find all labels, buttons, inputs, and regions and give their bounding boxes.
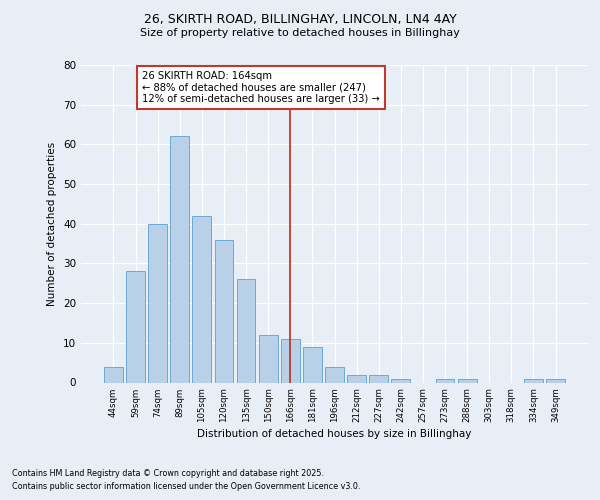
Bar xyxy=(236,280,256,382)
Text: 26 SKIRTH ROAD: 164sqm
← 88% of detached houses are smaller (247)
12% of semi-de: 26 SKIRTH ROAD: 164sqm ← 88% of detached… xyxy=(142,71,380,104)
Y-axis label: Number of detached properties: Number of detached properties xyxy=(47,142,58,306)
Bar xyxy=(104,366,123,382)
Bar xyxy=(303,347,322,382)
Text: 26, SKIRTH ROAD, BILLINGHAY, LINCOLN, LN4 4AY: 26, SKIRTH ROAD, BILLINGHAY, LINCOLN, LN… xyxy=(143,12,457,26)
X-axis label: Distribution of detached houses by size in Billinghay: Distribution of detached houses by size … xyxy=(197,429,472,439)
Bar xyxy=(170,136,189,382)
Bar xyxy=(215,240,233,382)
Bar xyxy=(391,378,410,382)
Bar xyxy=(546,378,565,382)
Bar xyxy=(436,378,454,382)
Bar xyxy=(458,378,476,382)
Bar xyxy=(148,224,167,382)
Bar xyxy=(347,374,366,382)
Bar xyxy=(370,374,388,382)
Bar xyxy=(281,339,299,382)
Bar xyxy=(259,335,278,382)
Bar xyxy=(126,272,145,382)
Text: Contains public sector information licensed under the Open Government Licence v3: Contains public sector information licen… xyxy=(12,482,361,491)
Text: Size of property relative to detached houses in Billinghay: Size of property relative to detached ho… xyxy=(140,28,460,38)
Bar xyxy=(524,378,543,382)
Text: Contains HM Land Registry data © Crown copyright and database right 2025.: Contains HM Land Registry data © Crown c… xyxy=(12,468,324,477)
Bar xyxy=(193,216,211,382)
Bar xyxy=(325,366,344,382)
